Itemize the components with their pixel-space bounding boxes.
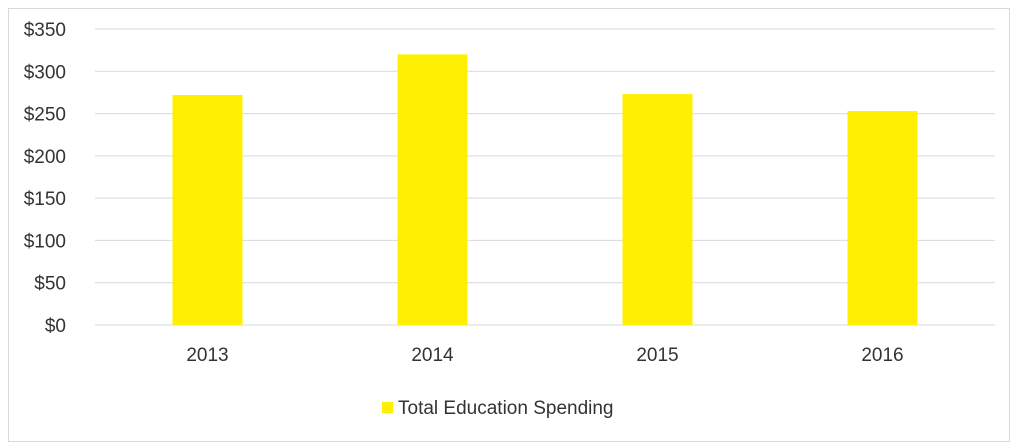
bar-2015 bbox=[622, 94, 693, 326]
x-tick-label: 2014 bbox=[411, 345, 454, 366]
y-tick-label: $50 bbox=[34, 274, 66, 295]
y-tick-label: $0 bbox=[45, 316, 66, 337]
y-tick-label: $100 bbox=[24, 231, 66, 252]
y-tick-label: $200 bbox=[24, 147, 66, 168]
x-axis-tick-labels: 2013 2014 2015 2016 bbox=[186, 345, 903, 366]
x-tick-label: 2015 bbox=[636, 345, 678, 366]
bars bbox=[172, 54, 918, 326]
x-tick-label: 2013 bbox=[186, 345, 228, 366]
y-axis-tick-labels: $0 $50 $100 $150 $200 $250 $300 $350 bbox=[24, 20, 66, 337]
legend-swatch bbox=[382, 402, 393, 413]
y-tick-label: $350 bbox=[24, 20, 66, 41]
x-tick-label: 2016 bbox=[861, 345, 903, 366]
y-tick-label: $250 bbox=[24, 105, 66, 126]
legend-label: Total Education Spending bbox=[398, 398, 614, 419]
bar-2013 bbox=[172, 94, 243, 325]
y-tick-label: $300 bbox=[24, 62, 66, 83]
bar-2016 bbox=[847, 111, 918, 325]
gridlines bbox=[95, 28, 995, 326]
bar-2014 bbox=[397, 54, 468, 325]
y-tick-label: $150 bbox=[24, 189, 66, 210]
legend: Total Education Spending bbox=[382, 398, 614, 419]
